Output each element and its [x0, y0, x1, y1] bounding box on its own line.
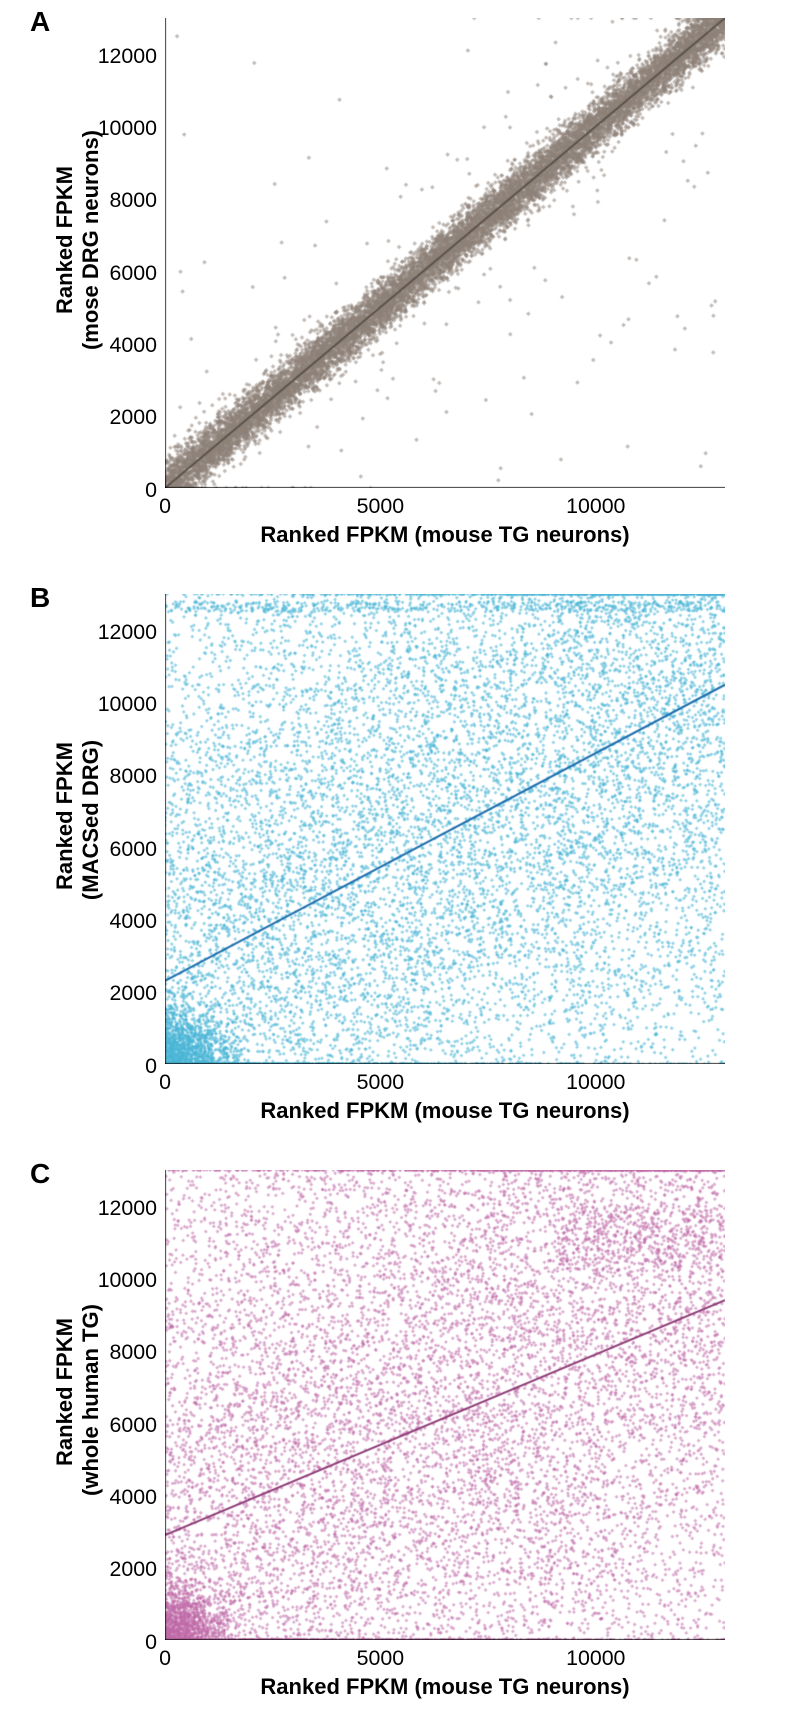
x-tick-label: 5000 [345, 1070, 415, 1095]
panel-b-xlabel: Ranked FPKM (mouse TG neurons) [165, 1098, 725, 1124]
panel-c-scatter-canvas [165, 1170, 725, 1640]
y-tick-label: 6000 [87, 837, 157, 862]
y-tick-label: 8000 [87, 1340, 157, 1365]
y-tick-label: 10000 [87, 116, 157, 141]
y-tick-label: 8000 [87, 764, 157, 789]
panel-b-plot-wrap [165, 594, 725, 1064]
panel-a-label: A [30, 6, 50, 38]
y-tick-label: 2000 [87, 1557, 157, 1582]
panel-a-ylabel-line2: (mose DRG neurons) [78, 40, 104, 440]
y-tick-label: 4000 [87, 909, 157, 934]
panel-b-ylabel-line1: Ranked FPKM [52, 656, 78, 976]
x-tick-label: 0 [130, 1070, 200, 1095]
y-tick-label: 6000 [87, 1413, 157, 1438]
y-tick-label: 6000 [87, 261, 157, 286]
x-tick-label: 5000 [345, 1646, 415, 1671]
panel-b-label: B [30, 582, 50, 614]
panel-a: A (mose DRG neurons) Ranked FPKM 0 2000 40… [0, 0, 787, 576]
y-tick-label: 2000 [87, 981, 157, 1006]
panel-c-ylabel-line1: Ranked FPKM [52, 1232, 78, 1552]
panel-a-plot-wrap [165, 18, 725, 488]
panel-a-ylabel-line1: Ranked FPKM [52, 80, 78, 400]
panel-b: B (MACSed DRG) Ranked FPKM 0200040006000… [0, 576, 787, 1152]
panel-c-xlabel: Ranked FPKM (mouse TG neurons) [165, 1674, 725, 1700]
panel-c-plot-wrap [165, 1170, 725, 1640]
y-tick-label: 10000 [87, 1268, 157, 1293]
panel-a-xlabel: Ranked FPKM (mouse TG neurons) [165, 522, 725, 548]
y-tick-label: 12000 [87, 620, 157, 645]
x-tick-label: 10000 [561, 1646, 631, 1671]
x-tick-label: 10000 [561, 1070, 631, 1095]
y-tick-label: 8000 [87, 188, 157, 213]
y-tick-label: 2000 [87, 405, 157, 430]
y-tick-label: 12000 [87, 1196, 157, 1221]
y-tick-label: 4000 [87, 1485, 157, 1510]
panel-c: C (whole human TG) Ranked FPKM 020004000… [0, 1152, 787, 1728]
panel-c-label: C [30, 1158, 50, 1190]
panel-b-scatter-canvas [165, 594, 725, 1064]
x-tick-label: 0 [130, 494, 200, 519]
x-tick-label: 0 [130, 1646, 200, 1671]
x-tick-label: 5000 [345, 494, 415, 519]
y-tick-label: 10000 [87, 692, 157, 717]
x-tick-label: 10000 [561, 494, 631, 519]
y-tick-label: 4000 [87, 333, 157, 358]
panel-a-scatter-canvas [165, 18, 725, 488]
figure-root: A (mose DRG neurons) Ranked FPKM 0 2000 40… [0, 0, 787, 1728]
y-tick-label: 12000 [87, 44, 157, 69]
